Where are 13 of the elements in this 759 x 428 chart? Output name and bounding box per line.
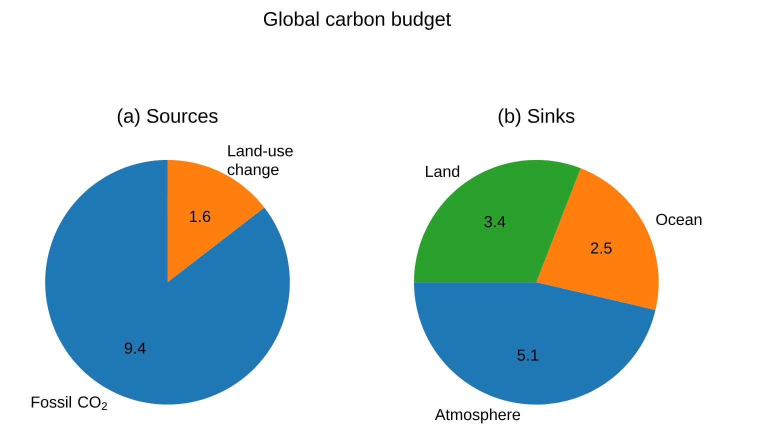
chart-title: (b) Sinks xyxy=(498,108,574,127)
slice-label: Fossil CO$_{2}$ xyxy=(32,396,107,410)
data-label: 3.4 xyxy=(484,216,506,228)
slice-label: Atmosphere xyxy=(434,408,520,424)
data-label: 1.6 xyxy=(190,210,210,222)
slice-label: Ocean xyxy=(656,214,702,226)
data-label: 9.4 xyxy=(124,342,146,354)
slice-label: Land-use change xyxy=(228,144,293,178)
slice-label: Land xyxy=(426,165,460,178)
chart-title: (a) Sources xyxy=(118,108,218,127)
data-label: 5.1 xyxy=(518,350,538,361)
text: Global carbon budget xyxy=(264,11,451,30)
data-label: 2.5 xyxy=(590,242,612,254)
